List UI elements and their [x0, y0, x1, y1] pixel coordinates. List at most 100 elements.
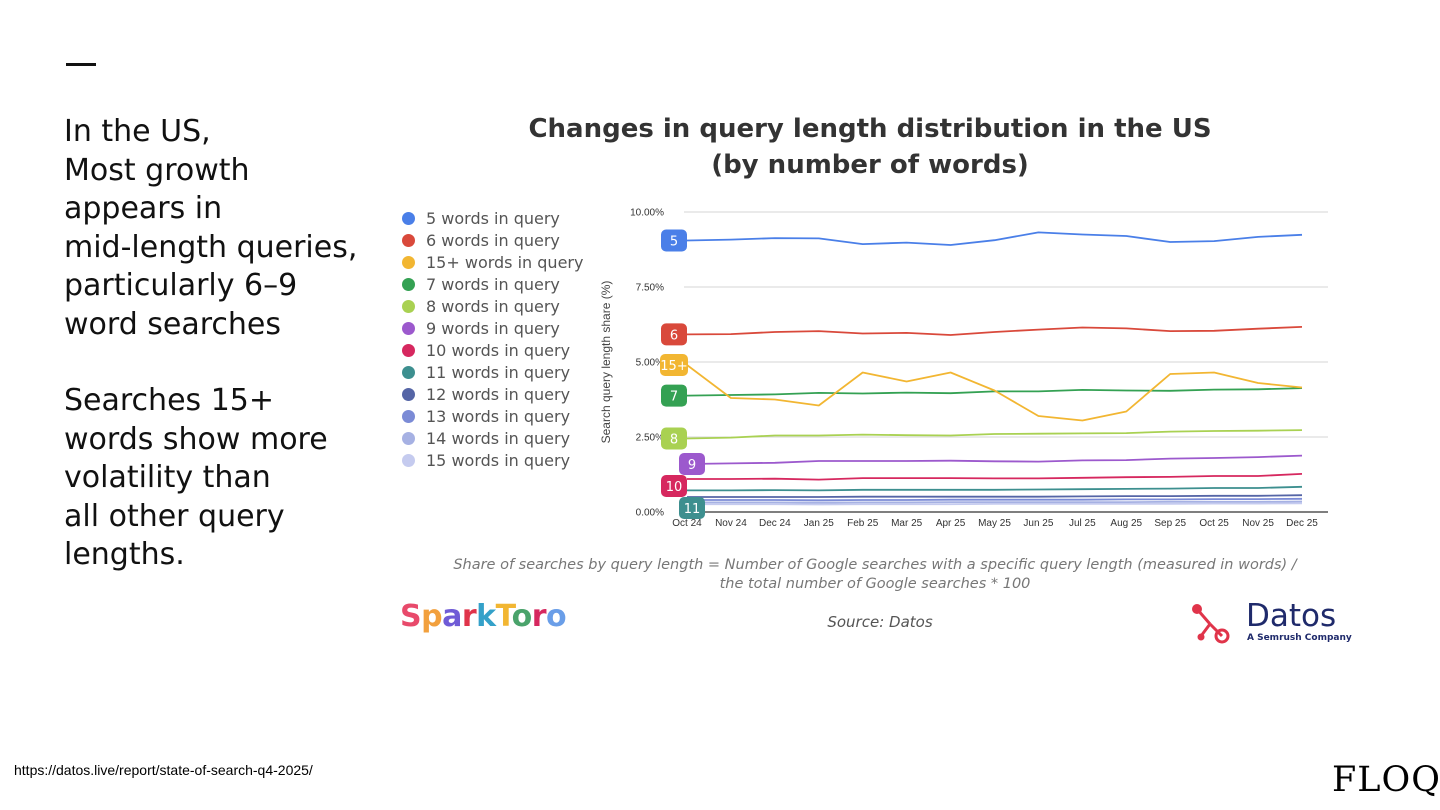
legend-label: 9 words in query: [426, 318, 560, 338]
text-line: Most growth: [64, 152, 250, 188]
sparktoro-logo: SparkToro: [400, 599, 567, 634]
series-line: [687, 494, 1303, 498]
y-tick-label: 2.50%: [636, 433, 664, 444]
x-tick-label: Feb 25: [847, 518, 879, 529]
legend-swatch: [402, 387, 415, 401]
series-badge-label: 8: [670, 433, 678, 448]
sparktoro-letter: o: [511, 599, 533, 634]
x-tick-label: Dec 25: [1286, 518, 1318, 529]
legend-label: 5 words in query: [426, 208, 560, 228]
series-line: [687, 502, 1303, 506]
datos-wordmark: Datos: [1246, 598, 1337, 634]
series-badge: [679, 497, 705, 519]
text-line: word searches: [64, 306, 282, 342]
caption-line: Share of searches by query length = Numb…: [453, 557, 1297, 573]
datos-logo: Datos A Semrush Company: [1188, 598, 1352, 648]
y-tick-label: 5.00%: [636, 358, 664, 369]
x-tick-label: Oct 25: [1199, 518, 1229, 529]
sparktoro-letter: r: [531, 599, 547, 634]
sparktoro-letter: o: [546, 599, 567, 634]
series-badge: [661, 427, 687, 450]
text-line: volatility than: [64, 460, 271, 495]
legend-label: 13 words in query: [426, 406, 571, 426]
text-line: Searches 15+: [64, 383, 274, 418]
x-tick-label: Nov 25: [1242, 518, 1274, 529]
series-badge-label: 10: [666, 480, 683, 495]
series-badge-label: 11: [684, 502, 701, 517]
legend-item: 15 words in query: [402, 449, 583, 471]
source-label: Source: Datos: [827, 613, 933, 631]
x-tick-label: May 25: [978, 518, 1011, 529]
x-tick-label: Mar 25: [891, 518, 923, 529]
series-line: [687, 485, 1303, 492]
series-badge: [661, 475, 687, 497]
legend-label: 15+ words in query: [426, 252, 584, 272]
sparktoro-letter: S: [400, 599, 422, 634]
x-tick-label: Dec 24: [759, 518, 791, 529]
x-tick-label: Nov 24: [715, 518, 747, 529]
series-badge-label: 15+: [660, 359, 687, 374]
series-badge-label: 6: [670, 328, 678, 343]
legend-label: 7 words in query: [426, 274, 560, 294]
text-line: words show more: [64, 421, 328, 457]
text-line: lengths.: [64, 537, 185, 572]
text-paragraph-growth: In the US, Most growth appears in mid-le…: [64, 113, 384, 344]
legend-swatch: [402, 409, 415, 423]
legend-label: 10 words in query: [426, 340, 571, 360]
legend-item: 11 words in query: [402, 361, 583, 383]
series-line: [686, 454, 1303, 465]
legend-item: 12 words in query: [402, 383, 583, 405]
series-line: [687, 497, 1303, 502]
floq-logo: FLOQ: [1332, 760, 1440, 800]
legend-item: 13 words in query: [402, 405, 583, 427]
y-tick-label: 10.00%: [630, 208, 664, 219]
series-badge: [661, 323, 687, 346]
text-line: particularly 6–9: [64, 268, 298, 303]
legend-item: 15+ words in query: [402, 251, 583, 273]
series-line: [686, 387, 1303, 397]
legend-swatch: [402, 321, 415, 335]
series-badge: [679, 453, 705, 475]
chart-legend: 5 words in query 6 words in query 15+ word…: [402, 207, 583, 471]
legend-swatch: [402, 453, 415, 467]
legend-item: 14 words in query: [402, 427, 583, 449]
legend-label: 11 words in query: [426, 362, 571, 382]
legend-swatch: [402, 431, 415, 445]
series-line: [687, 500, 1303, 504]
datos-logo-icon: [1192, 604, 1230, 644]
series-badge-label: 9: [688, 458, 696, 473]
series-line: [686, 429, 1303, 440]
series-line: [687, 473, 1303, 481]
x-tick-label: Apr 25: [936, 518, 966, 529]
legend-swatch: [402, 365, 415, 379]
chart-title: Changes in query length distribution in …: [470, 111, 1270, 183]
legend-label: 12 words in query: [426, 384, 571, 404]
legend-item: 6 words in query: [402, 229, 583, 251]
legend-swatch: [402, 255, 415, 269]
source-url[interactable]: https://datos.live/report/state-of-searc…: [14, 762, 313, 778]
text-line: In the US,: [64, 114, 211, 149]
y-tick-label: 7.50%: [636, 283, 664, 294]
series-badge: [661, 384, 687, 407]
legend-item: 7 words in query: [402, 273, 583, 295]
series-badge-label: 7: [670, 390, 678, 405]
y-tick-label: 0.00%: [636, 508, 664, 519]
sparktoro-letter: k: [476, 599, 496, 634]
caption-line: the total number of Google searches * 10…: [719, 576, 1031, 592]
y-axis-title: Search query length share (%): [599, 281, 613, 444]
series-badge-label: 5: [670, 235, 678, 250]
x-tick-label: Jan 25: [804, 518, 834, 529]
text-line: all other query: [64, 498, 285, 534]
accent-dash: [66, 63, 96, 66]
slide-text: In the US, Most growth appears in mid-le…: [64, 113, 384, 575]
legend-swatch: [402, 299, 415, 313]
legend-label: 14 words in query: [426, 428, 571, 448]
series-line: [686, 364, 1303, 422]
datos-tagline: A Semrush Company: [1247, 633, 1352, 643]
chart-subtitle-line: (by number of words): [711, 150, 1029, 180]
legend-item: 8 words in query: [402, 295, 583, 317]
series-badge: [660, 354, 688, 376]
legend-item: 9 words in query: [402, 317, 583, 339]
legend-label: 6 words in query: [426, 230, 560, 250]
chart-title-line: Changes in query length distribution in …: [528, 114, 1212, 144]
